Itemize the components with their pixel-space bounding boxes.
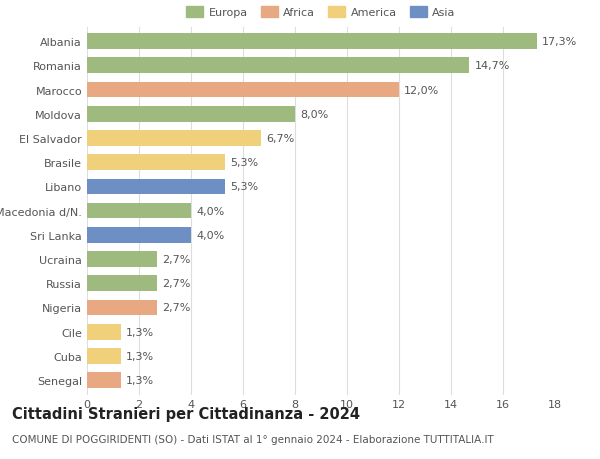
Bar <box>87 300 157 316</box>
Text: Cittadini Stranieri per Cittadinanza - 2024: Cittadini Stranieri per Cittadinanza - 2… <box>12 406 360 421</box>
Bar <box>87 58 469 74</box>
Bar <box>87 34 537 50</box>
Text: 5,3%: 5,3% <box>230 182 258 192</box>
Bar <box>87 131 261 146</box>
Text: 5,3%: 5,3% <box>230 158 258 168</box>
Text: 2,7%: 2,7% <box>163 303 191 313</box>
Text: 6,7%: 6,7% <box>266 134 295 144</box>
Text: COMUNE DI POGGIRIDENTI (SO) - Dati ISTAT al 1° gennaio 2024 - Elaborazione TUTTI: COMUNE DI POGGIRIDENTI (SO) - Dati ISTAT… <box>12 434 494 444</box>
Bar <box>87 228 191 243</box>
Bar <box>87 179 225 195</box>
Legend: Europa, Africa, America, Asia: Europa, Africa, America, Asia <box>186 7 456 18</box>
Text: 2,7%: 2,7% <box>163 279 191 289</box>
Bar <box>87 276 157 291</box>
Text: 4,0%: 4,0% <box>196 206 224 216</box>
Bar <box>87 155 225 171</box>
Bar <box>87 83 399 98</box>
Text: 1,3%: 1,3% <box>126 351 154 361</box>
Text: 1,3%: 1,3% <box>126 327 154 337</box>
Text: 14,7%: 14,7% <box>475 61 510 71</box>
Bar <box>87 106 295 123</box>
Bar <box>87 348 121 364</box>
Bar <box>87 252 157 267</box>
Bar <box>87 203 191 219</box>
Text: 2,7%: 2,7% <box>163 254 191 264</box>
Text: 17,3%: 17,3% <box>542 37 577 47</box>
Bar <box>87 372 121 388</box>
Text: 1,3%: 1,3% <box>126 375 154 385</box>
Text: 4,0%: 4,0% <box>196 230 224 241</box>
Bar <box>87 324 121 340</box>
Text: 8,0%: 8,0% <box>300 110 328 119</box>
Text: 12,0%: 12,0% <box>404 85 439 95</box>
